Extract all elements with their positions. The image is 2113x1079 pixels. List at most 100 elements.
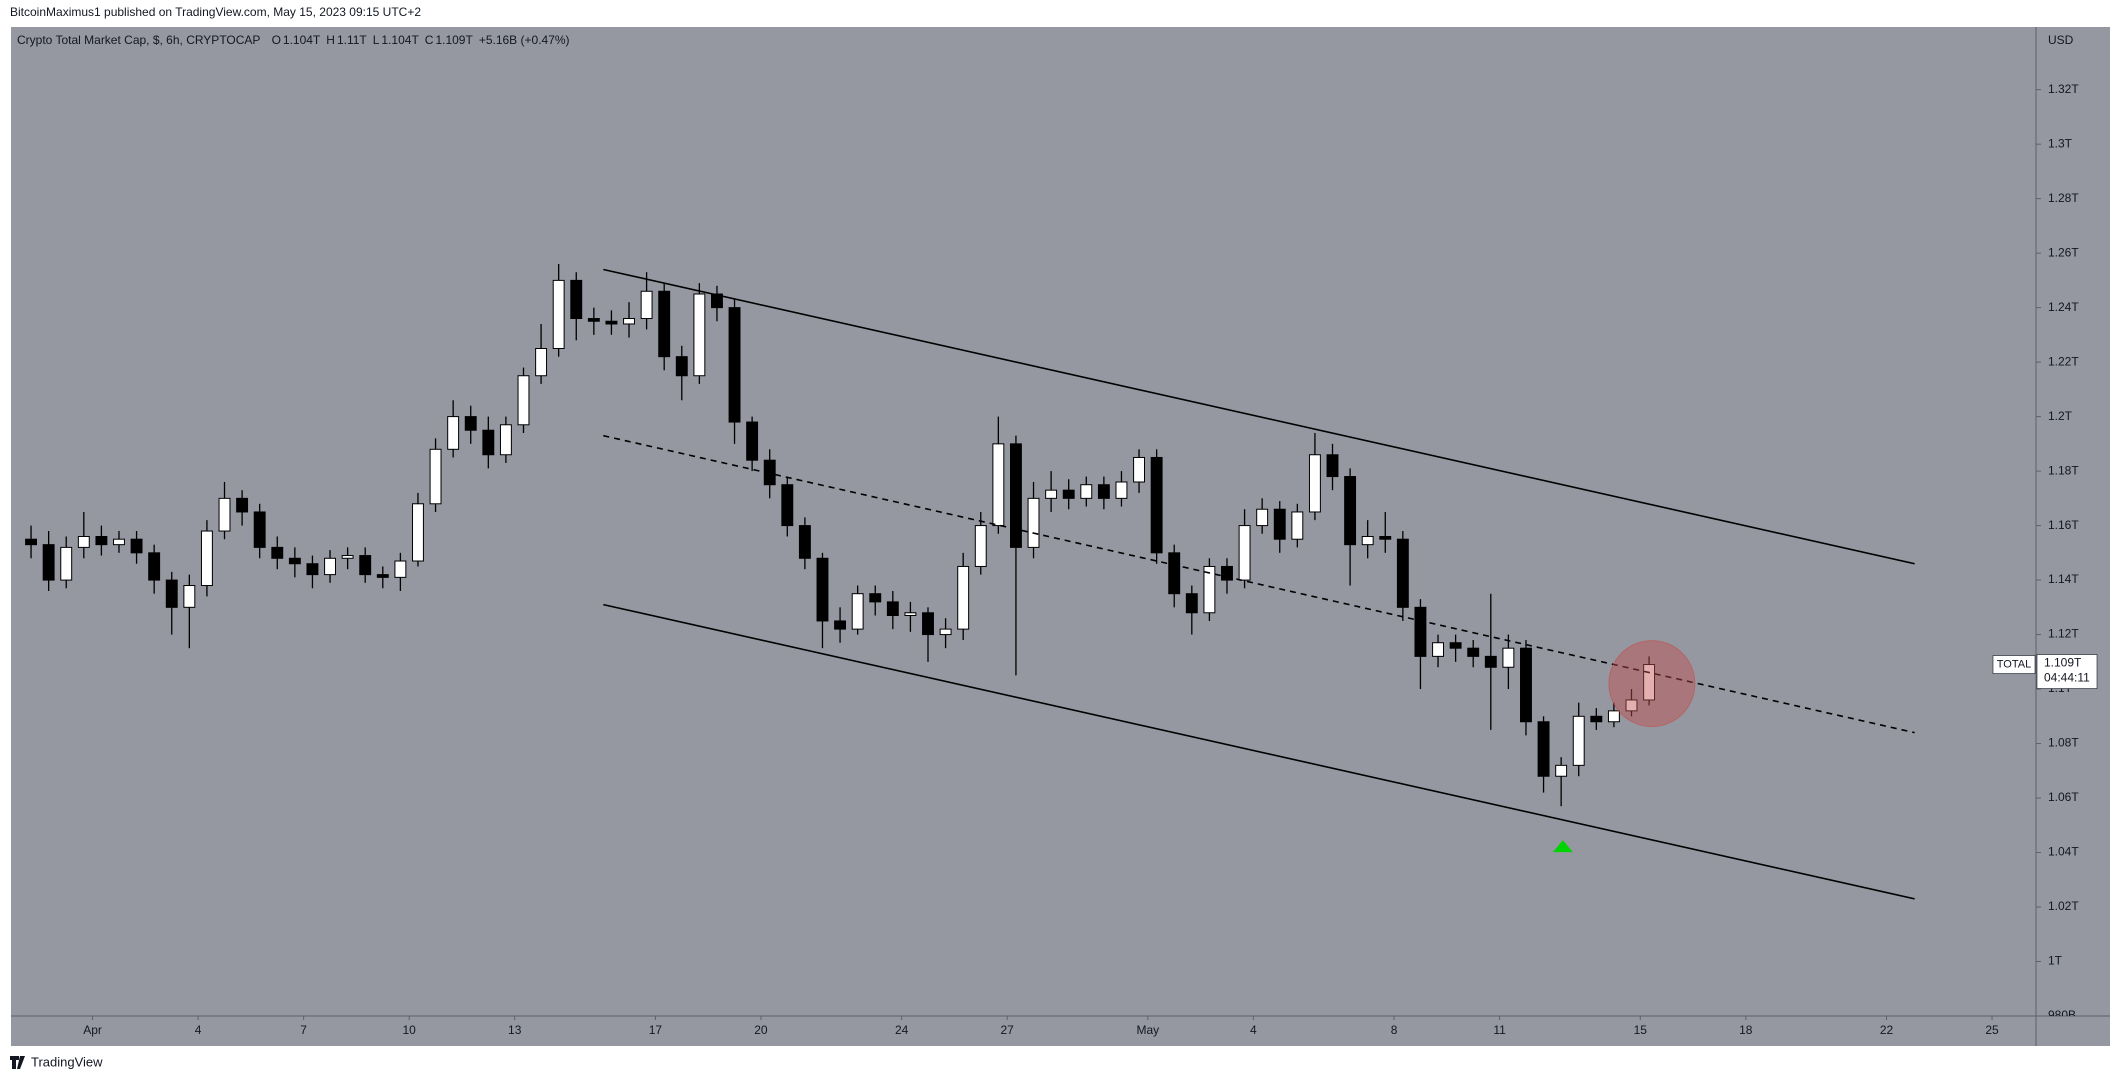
candle-body (183, 585, 196, 608)
x-tick-label: 4 (195, 1023, 202, 1037)
candle-body (25, 538, 38, 546)
candle-body (447, 416, 460, 450)
price-tag-box (2036, 654, 2098, 689)
ohlc-key: H (326, 33, 335, 47)
candle-body (570, 279, 583, 320)
publisher-note: BitcoinMaximus1 published on TradingView… (10, 5, 421, 19)
candle-body (587, 318, 600, 322)
candle-body (482, 429, 495, 456)
candle-body (834, 620, 847, 630)
candle-body (675, 356, 688, 377)
y-tick-label: 1.24T (2048, 300, 2079, 314)
candle-body (1484, 655, 1497, 668)
candle-body (288, 557, 301, 565)
candle-body (728, 307, 741, 423)
brand-name: TradingView (31, 1054, 103, 1069)
x-tick-label: 22 (1880, 1023, 1894, 1037)
candle-body (517, 375, 530, 426)
candle-body (1168, 552, 1181, 595)
chart-background (11, 27, 2110, 1046)
candle-body (552, 279, 565, 349)
candle-body (1326, 454, 1339, 478)
candle-body (1256, 508, 1269, 527)
candle-body (1467, 647, 1480, 657)
candle-body (113, 538, 125, 546)
candle-body (1379, 535, 1392, 540)
x-tick-label: 15 (1634, 1023, 1648, 1037)
candle-body (1221, 565, 1233, 581)
candle-body (957, 565, 970, 630)
candle-body (1361, 535, 1374, 546)
x-tick-label: 7 (300, 1023, 307, 1037)
y-tick-label: 1.06T (2048, 790, 2079, 804)
x-tick-label: 13 (508, 1023, 522, 1037)
candle-body (253, 511, 266, 548)
x-tick-label: 25 (1985, 1023, 1999, 1037)
y-tick-label: 1.08T (2048, 736, 2079, 750)
candle-body (1080, 484, 1093, 499)
candle-body (851, 593, 864, 630)
y-tick-label: 1.28T (2048, 191, 2079, 205)
candle-body (658, 290, 671, 358)
candle-body (1625, 699, 1638, 712)
candle-body (623, 318, 635, 325)
symbol-tag-box (1992, 655, 2036, 674)
y-tick-label: 1.02T (2048, 899, 2079, 913)
candle-body (693, 293, 706, 377)
candle-body (412, 503, 424, 562)
x-tick-label: 10 (402, 1023, 416, 1037)
symbol-tag: TOTAL (1997, 658, 2031, 670)
y-tick-label: 1.22T (2048, 354, 2079, 368)
candle-body (464, 416, 477, 431)
y-tick-label: 1.26T (2048, 245, 2079, 259)
candle-body (130, 538, 143, 554)
candle-body (148, 552, 161, 581)
candle-body (499, 424, 512, 456)
candle-body (394, 560, 407, 578)
candle-body (974, 525, 987, 567)
candle-body (218, 497, 231, 532)
candle-body (236, 497, 249, 513)
candle-body (1414, 606, 1427, 657)
candle-body (711, 293, 723, 309)
candle-body (1009, 443, 1022, 548)
y-tick-label: 1.16T (2048, 518, 2079, 532)
candle-body (1238, 525, 1251, 581)
y-tick-label: 1.04T (2048, 845, 2079, 859)
ohlc-value: 1.104T (283, 33, 321, 47)
candle-body (640, 290, 653, 320)
candle-body (1308, 454, 1321, 513)
candle-body (306, 563, 319, 576)
candle-body (429, 448, 442, 505)
candle-body (271, 546, 284, 559)
candle-body (886, 601, 899, 616)
x-tick-label: 18 (1739, 1023, 1753, 1037)
candle-body (77, 535, 90, 548)
candle-body (341, 555, 354, 559)
x-tick-label: 24 (895, 1023, 909, 1037)
candle-body (324, 557, 336, 576)
trendline (603, 268, 1915, 565)
symbol-legend: Crypto Total Market Cap, $, 6h, CRYPTOCA… (17, 33, 570, 47)
candle-body (798, 525, 811, 559)
ohlc-key: C (425, 33, 434, 47)
candle-body (1502, 647, 1515, 668)
ohlc-key: L (373, 33, 380, 47)
change-value: +5.16B (+0.47%) (479, 33, 570, 47)
candle-body (1027, 497, 1040, 548)
y-tick-label: 1T (2048, 954, 2063, 968)
y-tick-label: 1.32T (2048, 82, 2079, 96)
candle-body (869, 593, 882, 603)
candle-body (1185, 593, 1198, 614)
countdown: 04:44:11 (2044, 671, 2090, 685)
axis-unit: USD (2048, 33, 2074, 47)
candle-body (1432, 642, 1444, 657)
candle-body (1590, 715, 1603, 723)
candle-body (922, 612, 934, 636)
ohlc-value: 1.11T (337, 33, 367, 47)
price-tag-label: 1.109T (2044, 656, 2082, 670)
candle-body (1555, 764, 1568, 777)
candle-body (992, 443, 1005, 527)
candle-body (359, 555, 372, 576)
